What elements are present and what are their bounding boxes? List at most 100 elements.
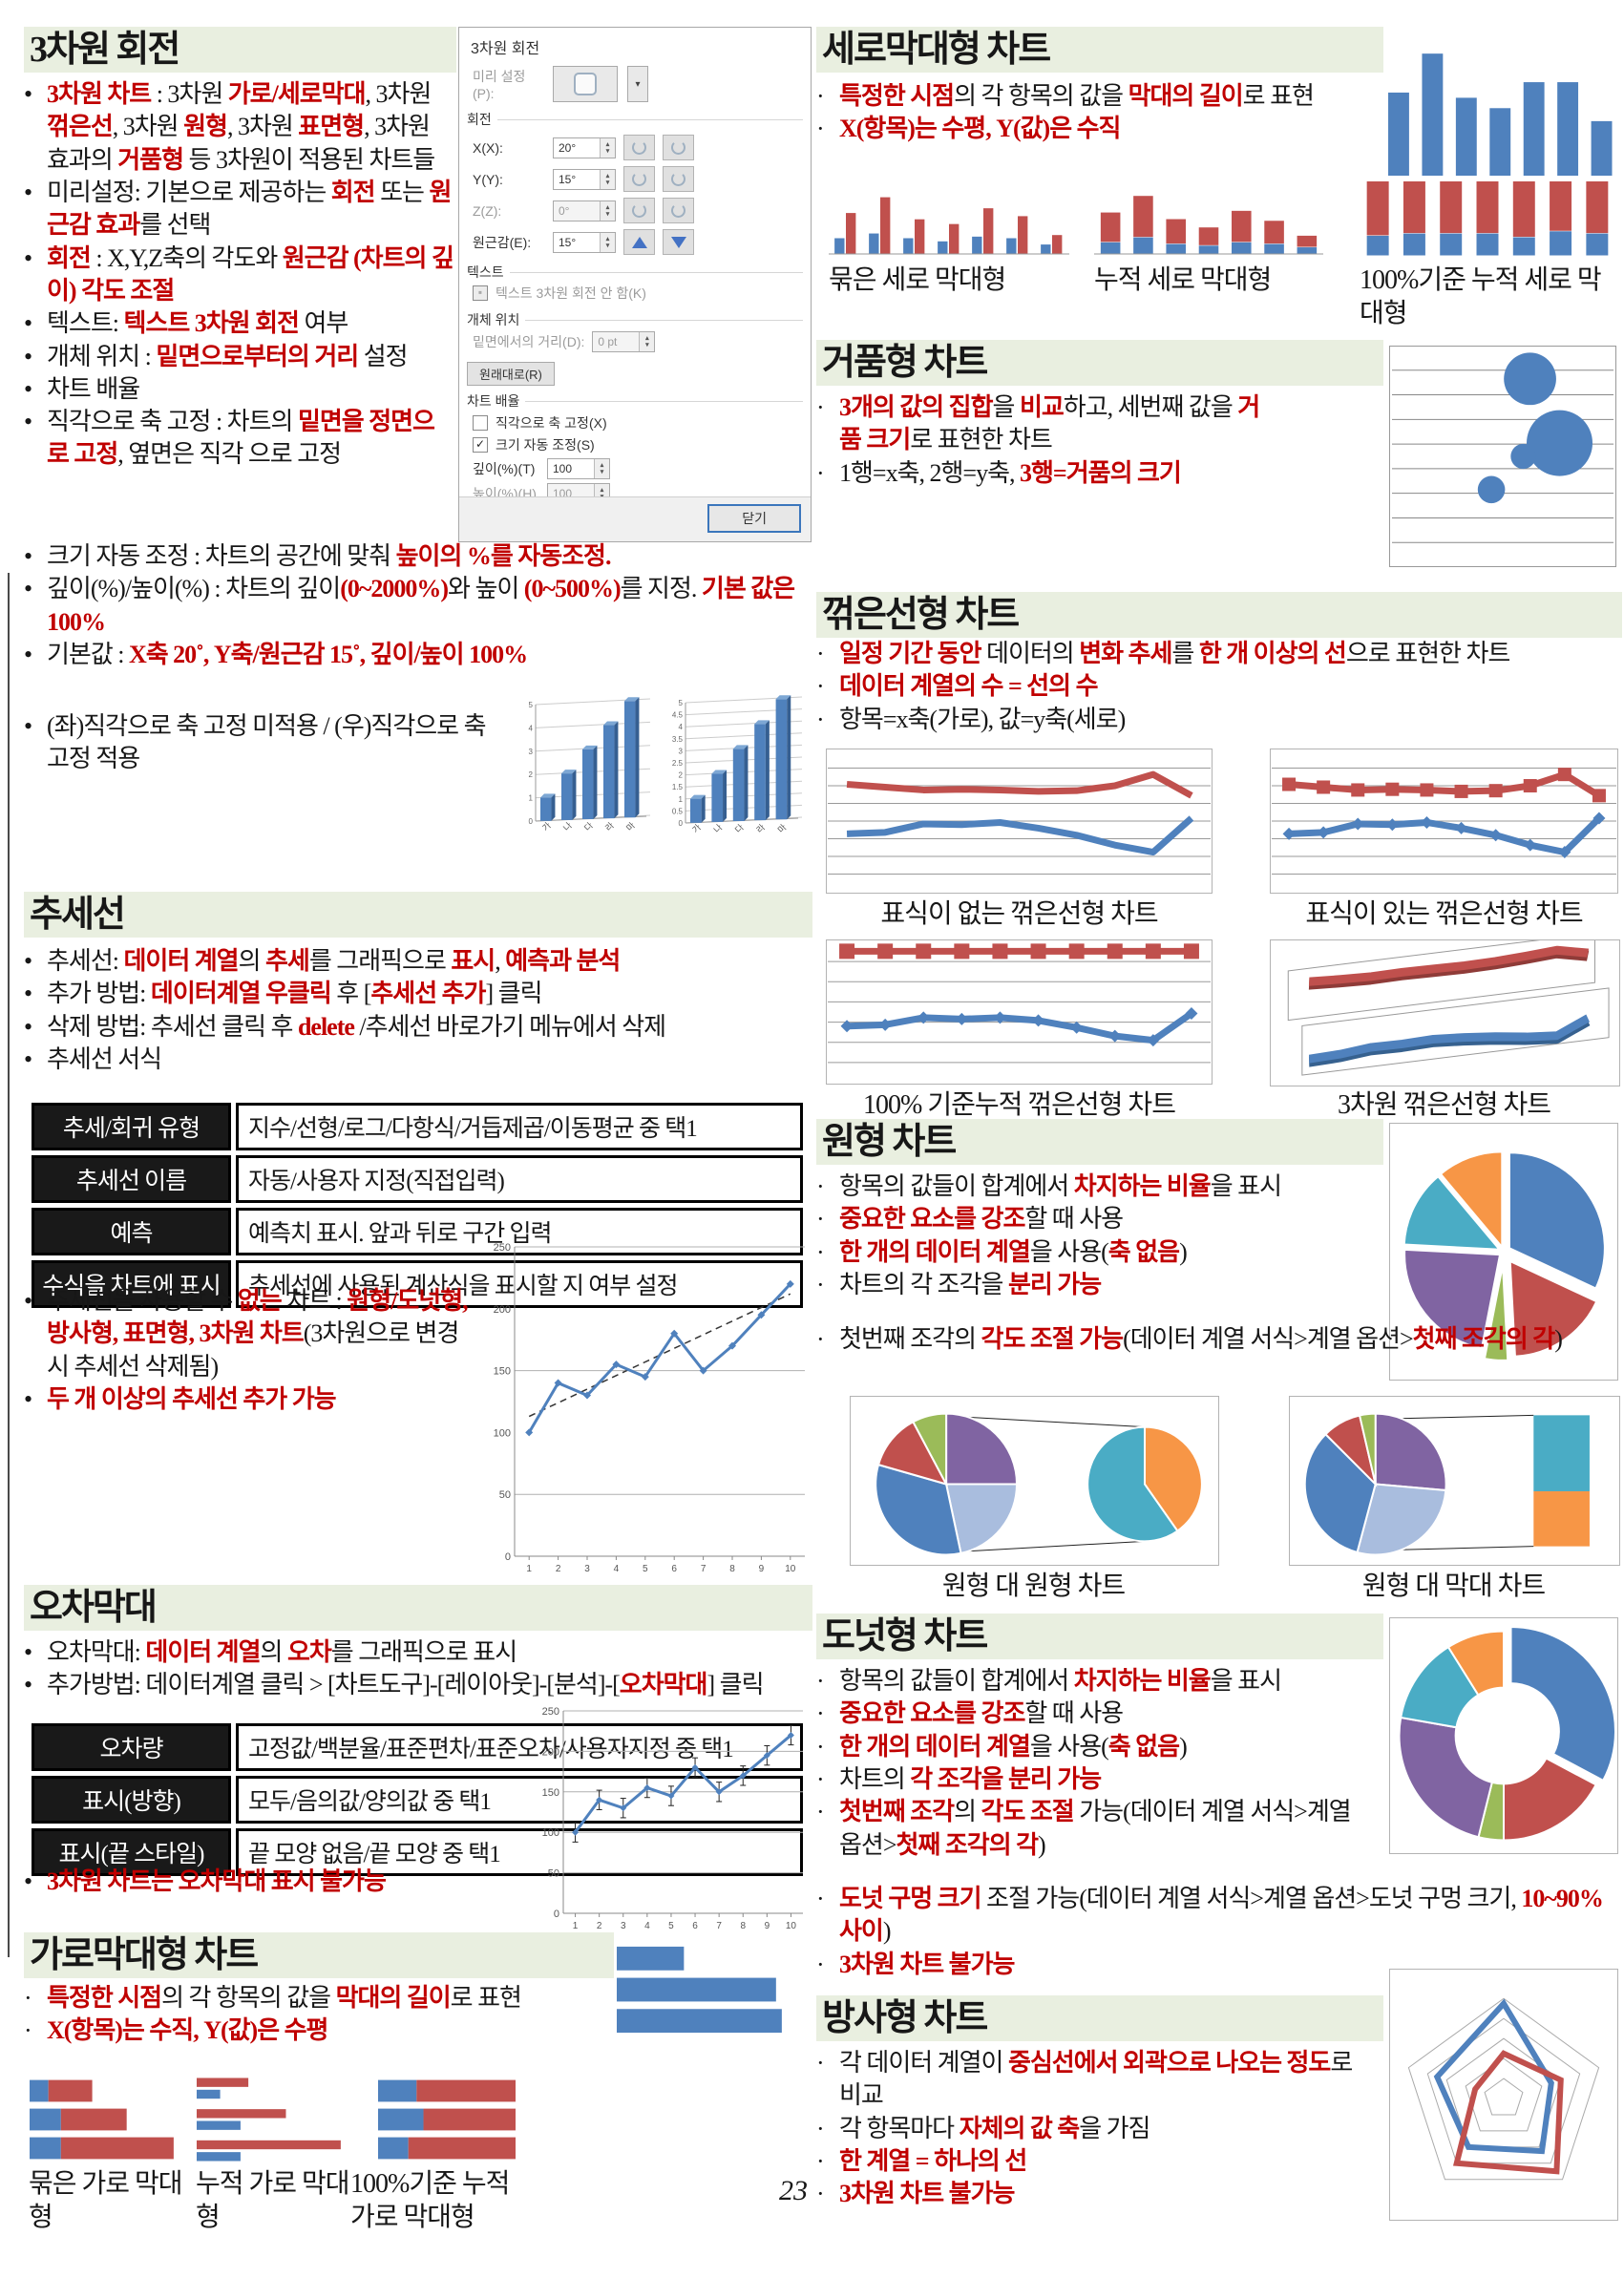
caption-line-marker: 표식이 있는 꺾은선형 차트 [1305,899,1583,929]
rotate-y-down-button[interactable] [663,166,694,192]
table-row-label: 표시(방향) [32,1776,231,1824]
table-row-label: 수식을 차트에 표시 [32,1260,231,1308]
rotation-dialog: 3차원 회전 미리 설정(P): ▾ 회전 X(X): 20° ▴ ▾ Y(Y): … [458,27,812,542]
bullet-item: · 첫번째 조각의 각도 조절 가능(데이터 계열 서식>계열 옵션>첫째 조각의… [816,1323,1616,1356]
donut-bullets-2: · 도넛 구멍 크기 조절 가능(데이터 계열 서식>계열 옵션>도넛 구멍 크기… [816,1883,1616,1981]
bullet-text: 첫번째 조각의 각도 조절 가능(데이터 계열 서식>계열 옵션>첫째 조각의 … [839,1798,1352,1859]
chart-hbar-100pct [377,2074,518,2165]
svg-text:4: 4 [614,1564,620,1574]
chart-vbar-top [1382,42,1619,178]
svg-text:9: 9 [759,1564,765,1574]
caption-hbar-clustered: 묶은 가로 막대형 [29,2169,183,2232]
bullet-marker: • [24,243,32,272]
bullet-item: • 차트 배율 [24,373,455,406]
svg-text:1.5: 1.5 [672,783,684,791]
rotate-x-right-button[interactable] [663,135,694,160]
chart-line-100pct [826,939,1213,1085]
bullet-item: • 3차원 차트 : 3차원 가로/세로막대, 3차원 꺾은선, 3차원 원형, … [24,78,455,177]
rotation-group-label: 회전 [467,112,492,127]
bullet-text: 한 계열 = 하나의 선 [839,2146,1027,2175]
reset-button[interactable]: 원래대로(R) [467,362,555,386]
svg-text:나: 나 [712,822,725,834]
rotation-bullets-b: • 크기 자동 조정 : 차트의 공간에 맞춰 높이의 %를 자동조정. • 깊이(%… [24,540,811,671]
bullet-marker: • [24,1638,32,1666]
rotate-y-up-button[interactable] [623,166,655,192]
preset-arrow-button[interactable]: ▾ [627,66,648,102]
svg-text:8: 8 [729,1564,735,1574]
text-rotation-checkbox[interactable]: ▪ [473,285,488,301]
rotate-icon [671,140,685,155]
chart-pie-exploded [1389,1123,1618,1381]
x-angle-input[interactable]: 20° ▴ ▾ [553,137,616,158]
chart-line-nomarker [826,749,1213,894]
section-title-radar: 방사형 차트 [816,1995,1383,2041]
bullet-item: · 중요한 요소를 강조할 때 사용 [816,1698,1378,1730]
fix-axes-checkbox[interactable] [473,415,488,431]
distance-spinner[interactable]: ▴ ▾ [639,332,655,351]
autosize-checkbox[interactable]: ✓ [473,437,488,453]
bullet-item: · 데이터 계열의 수 = 선의 수 [816,670,1616,703]
bullet-marker: • [24,1287,32,1315]
bullet-item: • 회전 : X,Y,Z축의 각도와 원근감 (차트의 깊이) 각도 조절 [24,243,455,308]
bullet-marker: • [24,1012,32,1041]
caption-line-nomarker: 표식이 없는 꺾은선형 차트 [880,899,1158,929]
bullet-text: 데이터 계열의 수 = 선의 수 [839,672,1099,701]
depth-input[interactable]: 100 ▴ ▾ [547,458,610,479]
perspective-spinner[interactable]: ▴ ▾ [600,232,615,252]
bullet-item: • 크기 자동 조정 : 차트의 공간에 맞춰 높이의 %를 자동조정. [24,540,811,573]
svg-text:6: 6 [671,1564,677,1574]
bullet-marker: • [24,640,32,668]
bullet-item: • 직각으로 축 고정 : 차트의 밑면을 정면으로 고정, 옆면은 직각 으로 … [24,406,455,472]
z-spinner[interactable]: ▴ ▾ [600,200,615,221]
bullet-marker: · [816,1699,825,1728]
bullet-text: 특정한 시점의 각 항목의 값을 막대의 길이로 표현 [839,82,1315,110]
donut-bullets: · 항목의 값들이 합계에서 차지하는 비율을 표시 · 중요한 요소를 강조할 때 … [816,1665,1378,1862]
preset-dropdown[interactable] [553,66,618,102]
rotate-z-right-button[interactable] [663,198,694,223]
chart-radar [1389,1969,1618,2221]
perspective-down-button[interactable] [663,229,694,255]
bullet-item: • 텍스트: 텍스트 3차원 회전 여부 [24,307,455,340]
bullet-text: 텍스트: 텍스트 3차원 회전 여부 [47,309,348,338]
caption-pie-of-bar: 원형 대 막대 차트 [1361,1571,1546,1601]
bullet-text: 항목=x축(가로), 값=y축(세로) [839,705,1126,733]
svg-text:가: 가 [690,822,703,834]
table-row-value: 고정값/백분율/표준편차/표준오차/사용자지정 중 택1 [236,1723,803,1771]
z-angle-input[interactable]: 0° ▴ ▾ [553,200,616,221]
y-spinner[interactable]: ▴ ▾ [600,169,615,189]
bullet-text: 개체 위치 : 밑면으로부터의 거리 설정 [47,342,409,370]
pie-bullets-2: · 첫번째 조각의 각도 조절 가능(데이터 계열 서식>계열 옵션>첫째 조각의… [816,1323,1616,1356]
bullet-marker: · [816,82,825,110]
section-title-3d-rotation: 3차원 회전 [24,27,456,73]
bullet-item: · 한 개의 데이터 계열을 사용(축 없음) [816,1731,1378,1763]
close-button[interactable]: 닫기 [707,504,801,533]
bullet-marker: · [24,1984,32,2012]
bullet-item: • 추세선: 데이터 계열의 추세를 그래픽으로 표시, 예측과 분석 [24,945,807,978]
rotate-x-left-button[interactable] [623,135,655,160]
dialog-title: 3차원 회전 [471,41,540,57]
bullet-text: 1행=x축, 2행=y축, 3행=거품의 크기 [839,458,1182,487]
bullet-marker: · [816,1237,825,1266]
x-spinner[interactable]: ▴ ▾ [600,137,615,158]
bullet-text: 깊이(%)/높이(%) : 차트의 깊이(0~2000%)와 높이 (0~500… [47,575,795,636]
bullet-item: · 한 개의 데이터 계열을 사용(축 없음) [816,1236,1375,1269]
svg-text:다: 다 [733,822,746,834]
bullet-text: 추세선을 사용할 수 없는 차트 : 원형/도넛형, 방사형, 표면형, 3차원… [47,1287,469,1381]
bullet-text: 차트의 각 조각을 분리 가능 [839,1270,1102,1298]
table-row-label: 오차량 [32,1723,231,1771]
svg-text:7: 7 [716,1921,722,1931]
depth-spinner[interactable]: ▴ ▾ [594,459,609,478]
chart-hbar-stacked [196,2074,356,2165]
y-angle-input[interactable]: 15° ▴ ▾ [553,168,616,190]
perspective-up-button[interactable] [623,229,655,255]
caption-line-100pct: 100% 기준누적 꺾은선형 차트 [863,1090,1176,1120]
bullet-item: · 차트의 각 조각을 분리 가능 [816,1269,1375,1301]
bullet-item: • (좌)직각으로 축 고정 미적용 / (우)직각으로 축 고정 적용 [24,710,499,776]
perspective-input[interactable]: 15° ▴ ▾ [553,231,616,253]
bullet-marker: · [816,672,825,701]
distance-input[interactable]: 0 pt ▴ ▾ [592,331,656,352]
rotate-z-left-button[interactable] [623,198,655,223]
distance-label: 밑면에서의 거리(D): [473,334,585,349]
bullet-text: X(항목)는 수평, Y(값)은 수직 [839,115,1121,143]
bullet-text: 추가 방법: 데이터계열 우클릭 후 [추세선 추가] 클릭 [47,980,542,1008]
